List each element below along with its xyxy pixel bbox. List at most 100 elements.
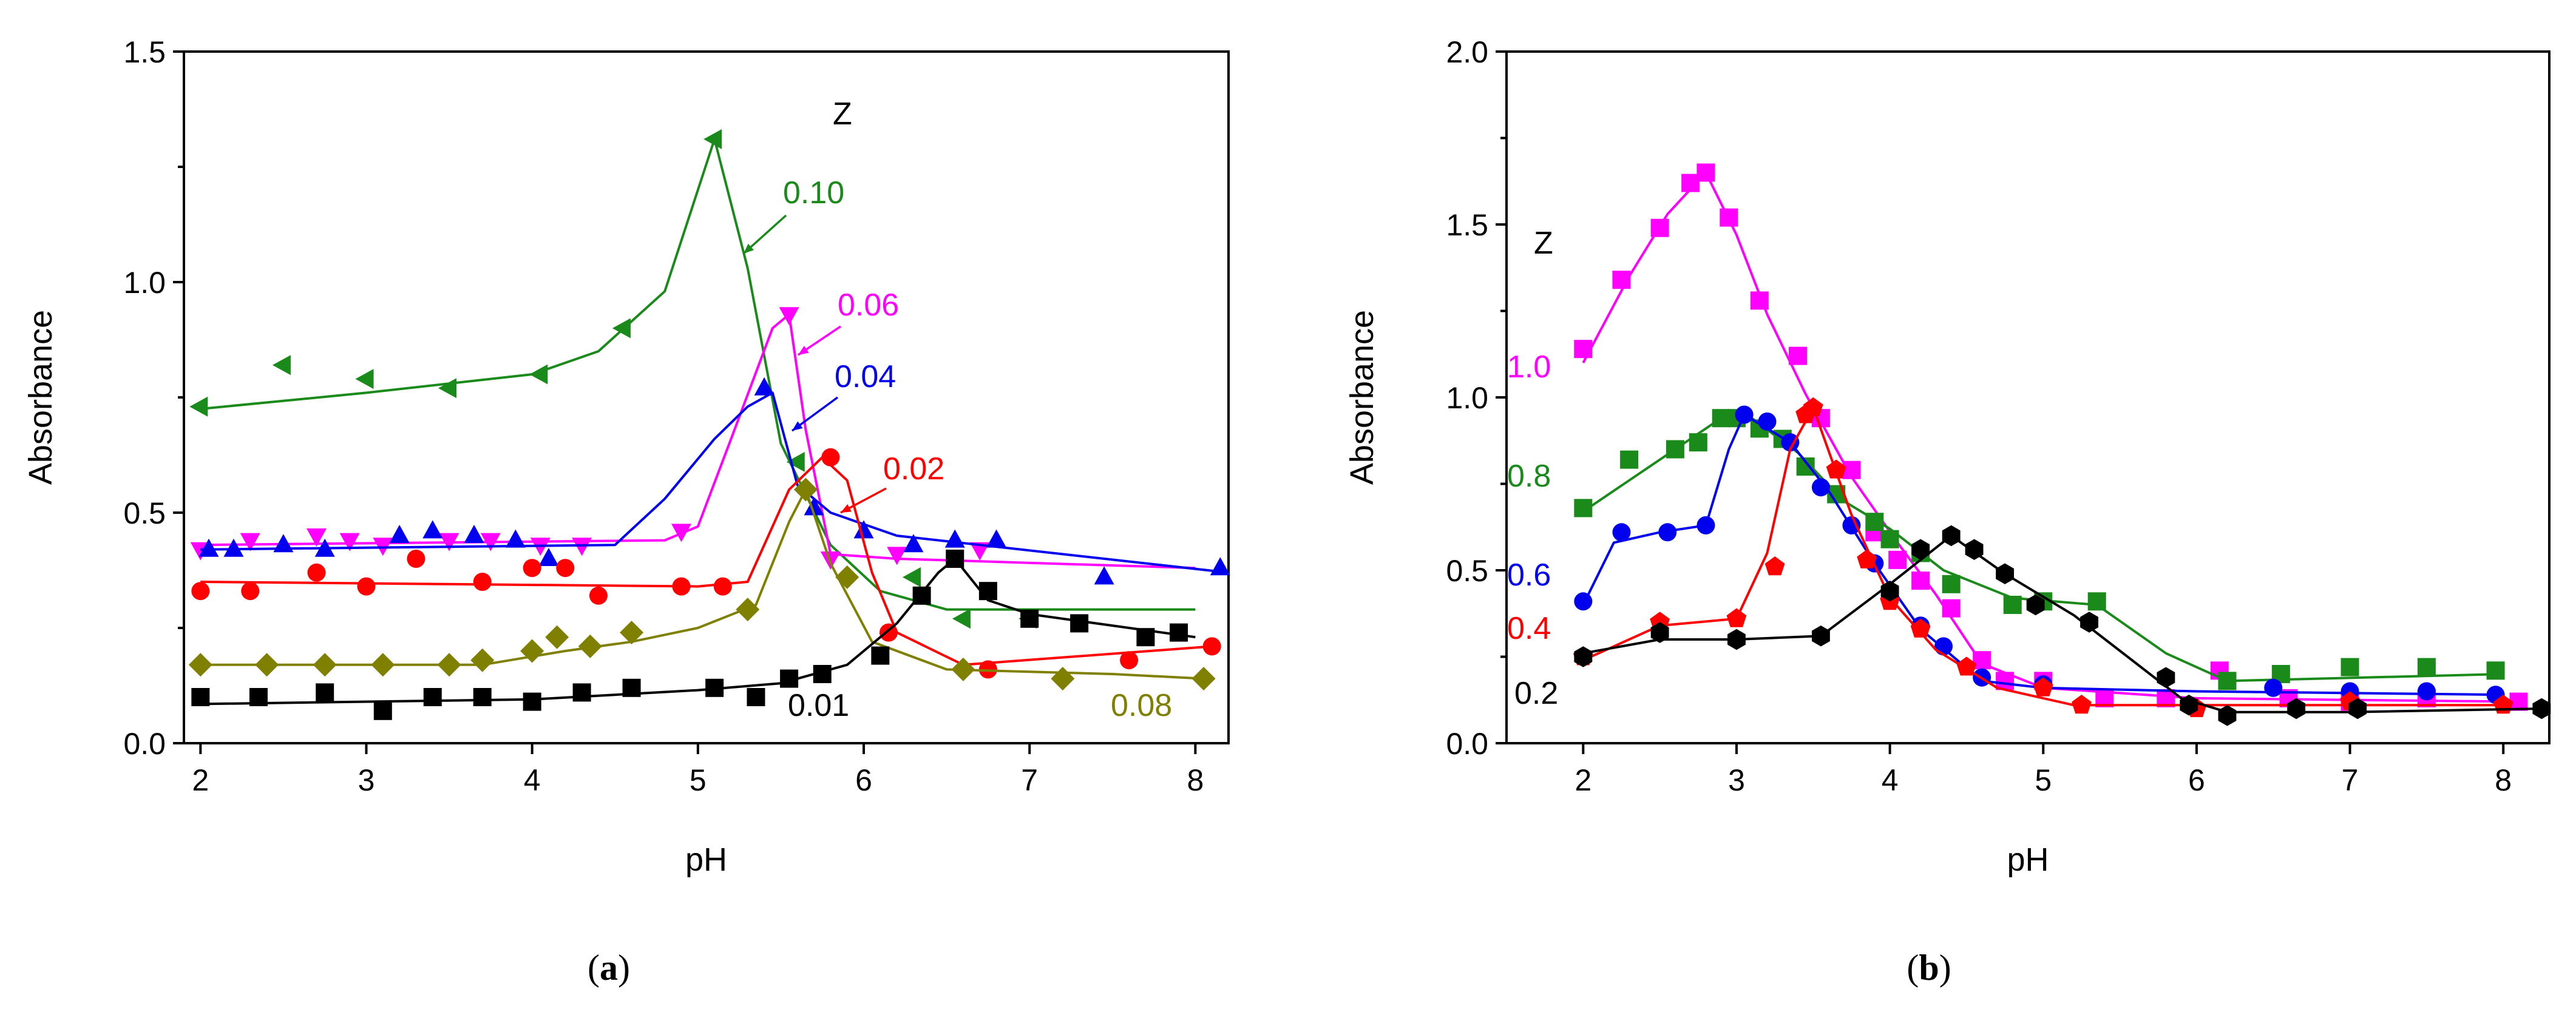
data-point xyxy=(523,559,541,578)
data-point xyxy=(438,378,457,399)
data-point xyxy=(1726,608,1747,627)
panel-a-chart: 2 3 4 5 6 7 8 0.0 0.5 1.0 1.5 pH Absorbance Z 0.10 0.06… xyxy=(22,35,1230,878)
data-point xyxy=(736,598,760,622)
data-point xyxy=(240,533,260,551)
series-label-arrowhead xyxy=(841,504,852,513)
data-point xyxy=(189,396,208,417)
data-point xyxy=(2287,698,2306,720)
x-tick-label: 3 xyxy=(358,763,375,797)
data-point xyxy=(2033,677,2053,696)
data-point xyxy=(578,634,602,658)
data-point xyxy=(1996,563,2015,584)
data-point xyxy=(470,648,495,672)
data-point xyxy=(1911,572,1930,590)
data-point xyxy=(538,548,559,566)
data-point xyxy=(272,355,291,376)
data-point xyxy=(887,547,907,565)
data-point xyxy=(1803,397,1823,417)
data-point xyxy=(793,477,818,502)
data-point xyxy=(520,639,544,663)
data-point xyxy=(357,577,376,596)
data-point xyxy=(1136,628,1155,647)
data-point xyxy=(813,665,832,683)
series-label-arrowhead xyxy=(798,345,809,355)
series-0-01: 0.01 xyxy=(191,550,1196,723)
data-point xyxy=(1811,478,1830,497)
data-point xyxy=(1658,523,1677,542)
data-point xyxy=(622,678,641,697)
data-point xyxy=(903,534,924,553)
series-label: 1.0 xyxy=(1507,349,1551,385)
data-point xyxy=(871,646,890,665)
series-label: 0.2 xyxy=(1514,676,1558,711)
data-point xyxy=(705,678,724,697)
series-curve xyxy=(1582,406,2504,707)
data-point xyxy=(2087,592,2106,611)
x-tick-label: 5 xyxy=(690,763,707,797)
data-point xyxy=(1842,460,1861,479)
series-0-04: 0.04 xyxy=(198,359,1230,585)
data-point xyxy=(786,451,805,472)
data-point xyxy=(612,318,631,339)
series-0-4: 0.4 xyxy=(1507,397,2513,717)
y-tick-label: 1.0 xyxy=(1446,381,1488,415)
series-curve xyxy=(200,138,1196,611)
data-point xyxy=(529,364,548,385)
y-tick-label: 0.5 xyxy=(123,496,166,530)
data-point xyxy=(1735,405,1754,424)
data-point xyxy=(2003,596,2022,614)
data-point xyxy=(437,653,461,677)
y-tick-label: 1.5 xyxy=(1446,208,1488,242)
data-point xyxy=(1727,629,1746,650)
data-point xyxy=(314,538,335,557)
data-point xyxy=(671,524,692,542)
legend-title: Z xyxy=(1534,226,1553,261)
data-point xyxy=(1811,626,1830,647)
data-point xyxy=(1574,340,1593,359)
data-point xyxy=(389,525,410,543)
data-point xyxy=(2417,658,2436,676)
data-point xyxy=(523,692,541,711)
legend-title: Z xyxy=(833,96,852,132)
series-curve xyxy=(1582,534,2542,713)
data-point xyxy=(371,653,395,677)
data-point xyxy=(1712,409,1730,428)
data-point xyxy=(241,582,260,601)
data-point xyxy=(1574,592,1593,611)
data-point xyxy=(249,688,268,706)
data-point xyxy=(1210,557,1230,576)
data-point xyxy=(912,586,931,605)
data-point xyxy=(316,683,334,702)
data-point xyxy=(1574,646,1593,667)
series-label: 0.04 xyxy=(835,359,896,394)
series-0-08: 0.08 xyxy=(188,477,1216,723)
data-point xyxy=(1689,433,1707,452)
data-point xyxy=(1910,618,1931,638)
data-point xyxy=(780,669,799,688)
data-point xyxy=(1781,433,1800,452)
data-point xyxy=(373,701,392,720)
data-point xyxy=(672,577,691,596)
data-point xyxy=(821,448,840,467)
data-point xyxy=(1612,523,1631,542)
data-point xyxy=(556,559,575,578)
panel-a-caption: (a) xyxy=(588,948,630,988)
x-tick-label: 7 xyxy=(1021,763,1038,797)
y-axis-label: Absorbance xyxy=(1344,310,1380,485)
series-0-2: 0.2 xyxy=(1514,525,2551,726)
series-curve xyxy=(200,313,1196,570)
data-point xyxy=(1650,622,1669,643)
data-point xyxy=(1650,218,1669,237)
y-tick-label: 2.0 xyxy=(1446,35,1488,69)
data-point xyxy=(1934,637,1953,656)
panel-b-chart: 2 3 4 5 6 7 8 0.0 0.5 1.0 1.5 2.0 pH Absorbance Z 1.0 0.… xyxy=(1344,35,2551,878)
data-point xyxy=(1956,656,1977,676)
series-0-06: 0.06 xyxy=(190,288,1196,570)
data-point xyxy=(1880,580,1899,602)
data-point xyxy=(1880,530,1899,548)
data-point xyxy=(307,528,327,547)
x-axis-label: pH xyxy=(685,841,727,878)
data-point xyxy=(1758,412,1777,431)
x-tick-label: 2 xyxy=(1574,763,1591,797)
